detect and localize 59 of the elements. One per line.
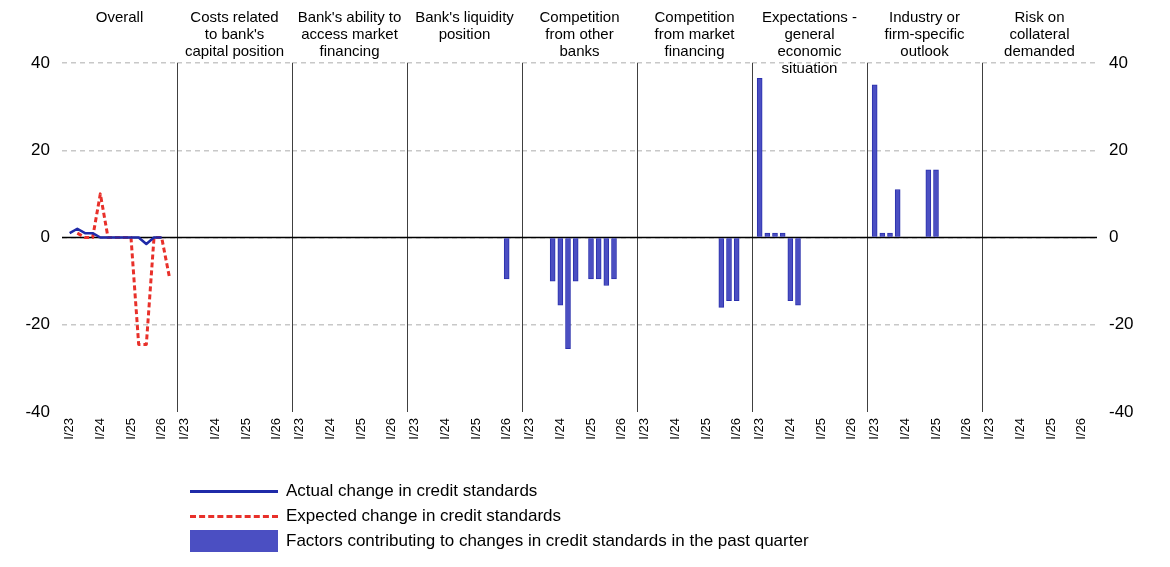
y-tick-label: 40 bbox=[1109, 52, 1128, 72]
x-tick-label: I/23 bbox=[866, 418, 882, 440]
y-tick-label: -20 bbox=[25, 314, 50, 334]
x-tick-label: I/24 bbox=[781, 418, 797, 440]
y-tick-label: 20 bbox=[31, 139, 50, 159]
x-tick-label: I/24 bbox=[1011, 418, 1027, 440]
x-tick-label: I/26 bbox=[383, 418, 399, 440]
x-tick-label: I/23 bbox=[61, 418, 77, 440]
x-tick-label: I/23 bbox=[636, 418, 652, 440]
x-tick-label: I/23 bbox=[521, 418, 537, 440]
line-series bbox=[75, 192, 171, 346]
y-tick-label: 20 bbox=[1109, 139, 1128, 159]
x-tick-label: I/24 bbox=[896, 418, 912, 440]
y-tick-label: -20 bbox=[1109, 314, 1134, 334]
x-tick-label: I/26 bbox=[728, 418, 744, 440]
x-tick-label: I/24 bbox=[436, 418, 452, 440]
x-tick-label: I/26 bbox=[498, 418, 514, 440]
x-tick-label: I/24 bbox=[321, 418, 337, 440]
chart-title: Competition from market financing bbox=[654, 8, 736, 59]
x-tick-label: I/26 bbox=[153, 418, 169, 440]
y-tick-label: 40 bbox=[31, 52, 50, 72]
x-tick-label: I/23 bbox=[176, 418, 192, 440]
text: Factors contributing to changes in credit standards in the past quarter bbox=[286, 530, 809, 551]
x-tick-label: I/23 bbox=[406, 418, 422, 440]
x-tick-label: I/25 bbox=[697, 418, 713, 440]
x-tick-label: I/26 bbox=[1073, 418, 1089, 440]
chart-title: Industry or firm-specific outlook bbox=[884, 8, 965, 59]
y-tick-label: 0 bbox=[40, 227, 50, 247]
x-tick-label: I/26 bbox=[613, 418, 629, 440]
x-tick-label: I/25 bbox=[812, 418, 828, 440]
x-tick-label: I/23 bbox=[291, 418, 307, 440]
x-tick-label: I/25 bbox=[122, 418, 138, 440]
x-tick-label: I/25 bbox=[467, 418, 483, 440]
x-tick-label: I/25 bbox=[1042, 418, 1058, 440]
text: Expected change in credit standards bbox=[286, 505, 562, 526]
chart-title: Risk on collateral demanded bbox=[1004, 8, 1075, 59]
x-tick-label: I/25 bbox=[927, 418, 943, 440]
x-tick-label: I/25 bbox=[352, 418, 368, 440]
chart-title: Competition from other banks bbox=[539, 8, 620, 59]
y-tick-label: 0 bbox=[1109, 227, 1119, 247]
chart-title: Bank's liquidity position bbox=[415, 8, 515, 42]
x-tick-label: I/24 bbox=[666, 418, 682, 440]
x-tick-label: I/26 bbox=[268, 418, 284, 440]
x-tick-label: I/25 bbox=[237, 418, 253, 440]
text: Actual change in credit standards bbox=[286, 480, 538, 501]
y-tick-label: -40 bbox=[1109, 401, 1134, 421]
x-tick-label: I/26 bbox=[958, 418, 974, 440]
chart-title: Overall bbox=[95, 8, 144, 25]
x-tick-label: I/26 bbox=[843, 418, 859, 440]
x-tick-label: I/25 bbox=[582, 418, 598, 440]
y-tick-label: -40 bbox=[25, 401, 50, 421]
x-tick-label: I/23 bbox=[981, 418, 997, 440]
x-tick-label: I/24 bbox=[91, 418, 107, 440]
chart-title: Costs related to bank's capital position bbox=[184, 8, 285, 59]
chart-title: Expectations - general economic situation bbox=[761, 8, 858, 76]
chart-title: Bank's ability to access market financing bbox=[297, 8, 402, 59]
x-tick-label: I/24 bbox=[551, 418, 567, 440]
x-tick-label: I/24 bbox=[206, 418, 222, 440]
x-tick-label: I/23 bbox=[751, 418, 767, 440]
